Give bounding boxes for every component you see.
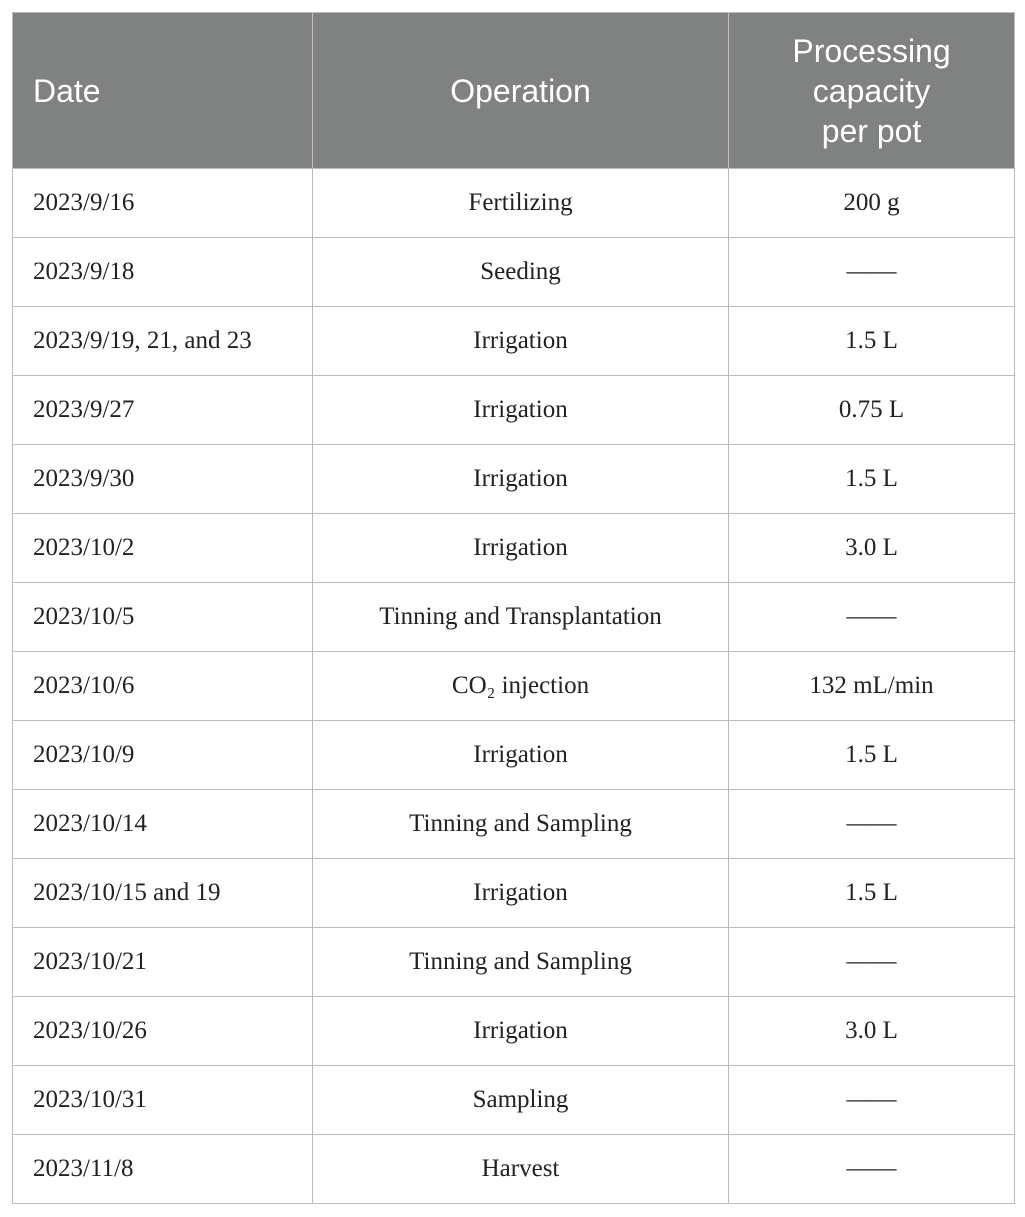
table-cell: Harvest [312, 1134, 729, 1204]
table-cell: —— [728, 237, 1015, 307]
table-cell: 1.5 L [728, 858, 1015, 928]
table-cell: 2023/9/16 [12, 168, 313, 238]
table-cell: Irrigation [312, 375, 729, 445]
table-cell: 2023/9/18 [12, 237, 313, 307]
table-cell: 2023/10/15 and 19 [12, 858, 313, 928]
header-row: Date Operation Processing capacity per pot [12, 12, 1015, 169]
table-cell: 3.0 L [728, 996, 1015, 1066]
table-row: 2023/10/5 Tinning and Transplantation —— [12, 582, 1015, 652]
header-text: Processing capacity per pot [792, 32, 951, 149]
table-cell: Irrigation [312, 444, 729, 514]
table-row: 2023/9/18 Seeding —— [12, 237, 1015, 307]
table-cell: Tinning and Transplantation [312, 582, 729, 652]
table-cell: 2023/11/8 [12, 1134, 313, 1204]
table-row: 2023/10/15 and 19 Irrigation 1.5 L [12, 858, 1015, 928]
table-row: 2023/10/21 Tinning and Sampling —— [12, 927, 1015, 997]
table-cell: 2023/10/5 [12, 582, 313, 652]
table-cell: 1.5 L [728, 720, 1015, 790]
table-cell: 132 mL/min [728, 651, 1015, 721]
table-cell: 2023/10/31 [12, 1065, 313, 1135]
table-cell: 2023/9/27 [12, 375, 313, 445]
header-cell: Operation [312, 12, 729, 169]
table-cell: 0.75 L [728, 375, 1015, 445]
table-cell: Seeding [312, 237, 729, 307]
table-row: 2023/9/27 Irrigation 0.75 L [12, 375, 1015, 445]
data-table: Date Operation Processing capacity per pot… [12, 12, 1015, 1204]
table-cell: 2023/10/21 [12, 927, 313, 997]
table-cell: Irrigation [312, 858, 729, 928]
table-cell: —— [728, 582, 1015, 652]
table-row: 2023/10/26 Irrigation 3.0 L [12, 996, 1015, 1066]
table-cell: 2023/10/14 [12, 789, 313, 859]
header-text: Operation [450, 72, 591, 109]
table-header: Date Operation Processing capacity per pot [12, 12, 1015, 169]
table-cell: —— [728, 1134, 1015, 1204]
table-cell: —— [728, 927, 1015, 997]
table-row: 2023/9/30 Irrigation 1.5 L [12, 444, 1015, 514]
table-cell: 1.5 L [728, 306, 1015, 376]
table-cell: —— [728, 1065, 1015, 1135]
table-cell: 2023/9/30 [12, 444, 313, 514]
header-cell: Processing capacity per pot [728, 12, 1015, 169]
table-cell: 1.5 L [728, 444, 1015, 514]
table-row: 2023/10/6 CO₂ injection 132 mL/min [12, 651, 1015, 721]
table-cell: 2023/10/26 [12, 996, 313, 1066]
table-row: 2023/11/8 Harvest —— [12, 1134, 1015, 1204]
table-cell: —— [728, 789, 1015, 859]
table-cell: CO₂ injection [312, 651, 729, 721]
table-cell: Tinning and Sampling [312, 927, 729, 997]
table-cell: Sampling [312, 1065, 729, 1135]
table-cell: Irrigation [312, 513, 729, 583]
table-cell: 2023/10/9 [12, 720, 313, 790]
table-row: 2023/10/31 Sampling —— [12, 1065, 1015, 1135]
header-text: Date [33, 72, 101, 109]
table-row: 2023/10/9 Irrigation 1.5 L [12, 720, 1015, 790]
table-row: 2023/9/19, 21, and 23 Irrigation 1.5 L [12, 306, 1015, 376]
table-cell: 2023/10/2 [12, 513, 313, 583]
table-cell: Tinning and Sampling [312, 789, 729, 859]
table-cell: Irrigation [312, 306, 729, 376]
table-cell: 2023/10/6 [12, 651, 313, 721]
table-cell: 200 g [728, 168, 1015, 238]
table-cell: Irrigation [312, 720, 729, 790]
table-cell: Fertilizing [312, 168, 729, 238]
header-cell: Date [12, 12, 313, 169]
table-row: 2023/10/2 Irrigation 3.0 L [12, 513, 1015, 583]
table-body: 2023/9/16 Fertilizing 200 g 2023/9/18 Seedin… [12, 168, 1015, 1204]
table-row: 2023/10/14 Tinning and Sampling —— [12, 789, 1015, 859]
table-cell: 3.0 L [728, 513, 1015, 583]
table-cell: Irrigation [312, 996, 729, 1066]
table-row: 2023/9/16 Fertilizing 200 g [12, 168, 1015, 238]
table-cell: 2023/9/19, 21, and 23 [12, 306, 313, 376]
